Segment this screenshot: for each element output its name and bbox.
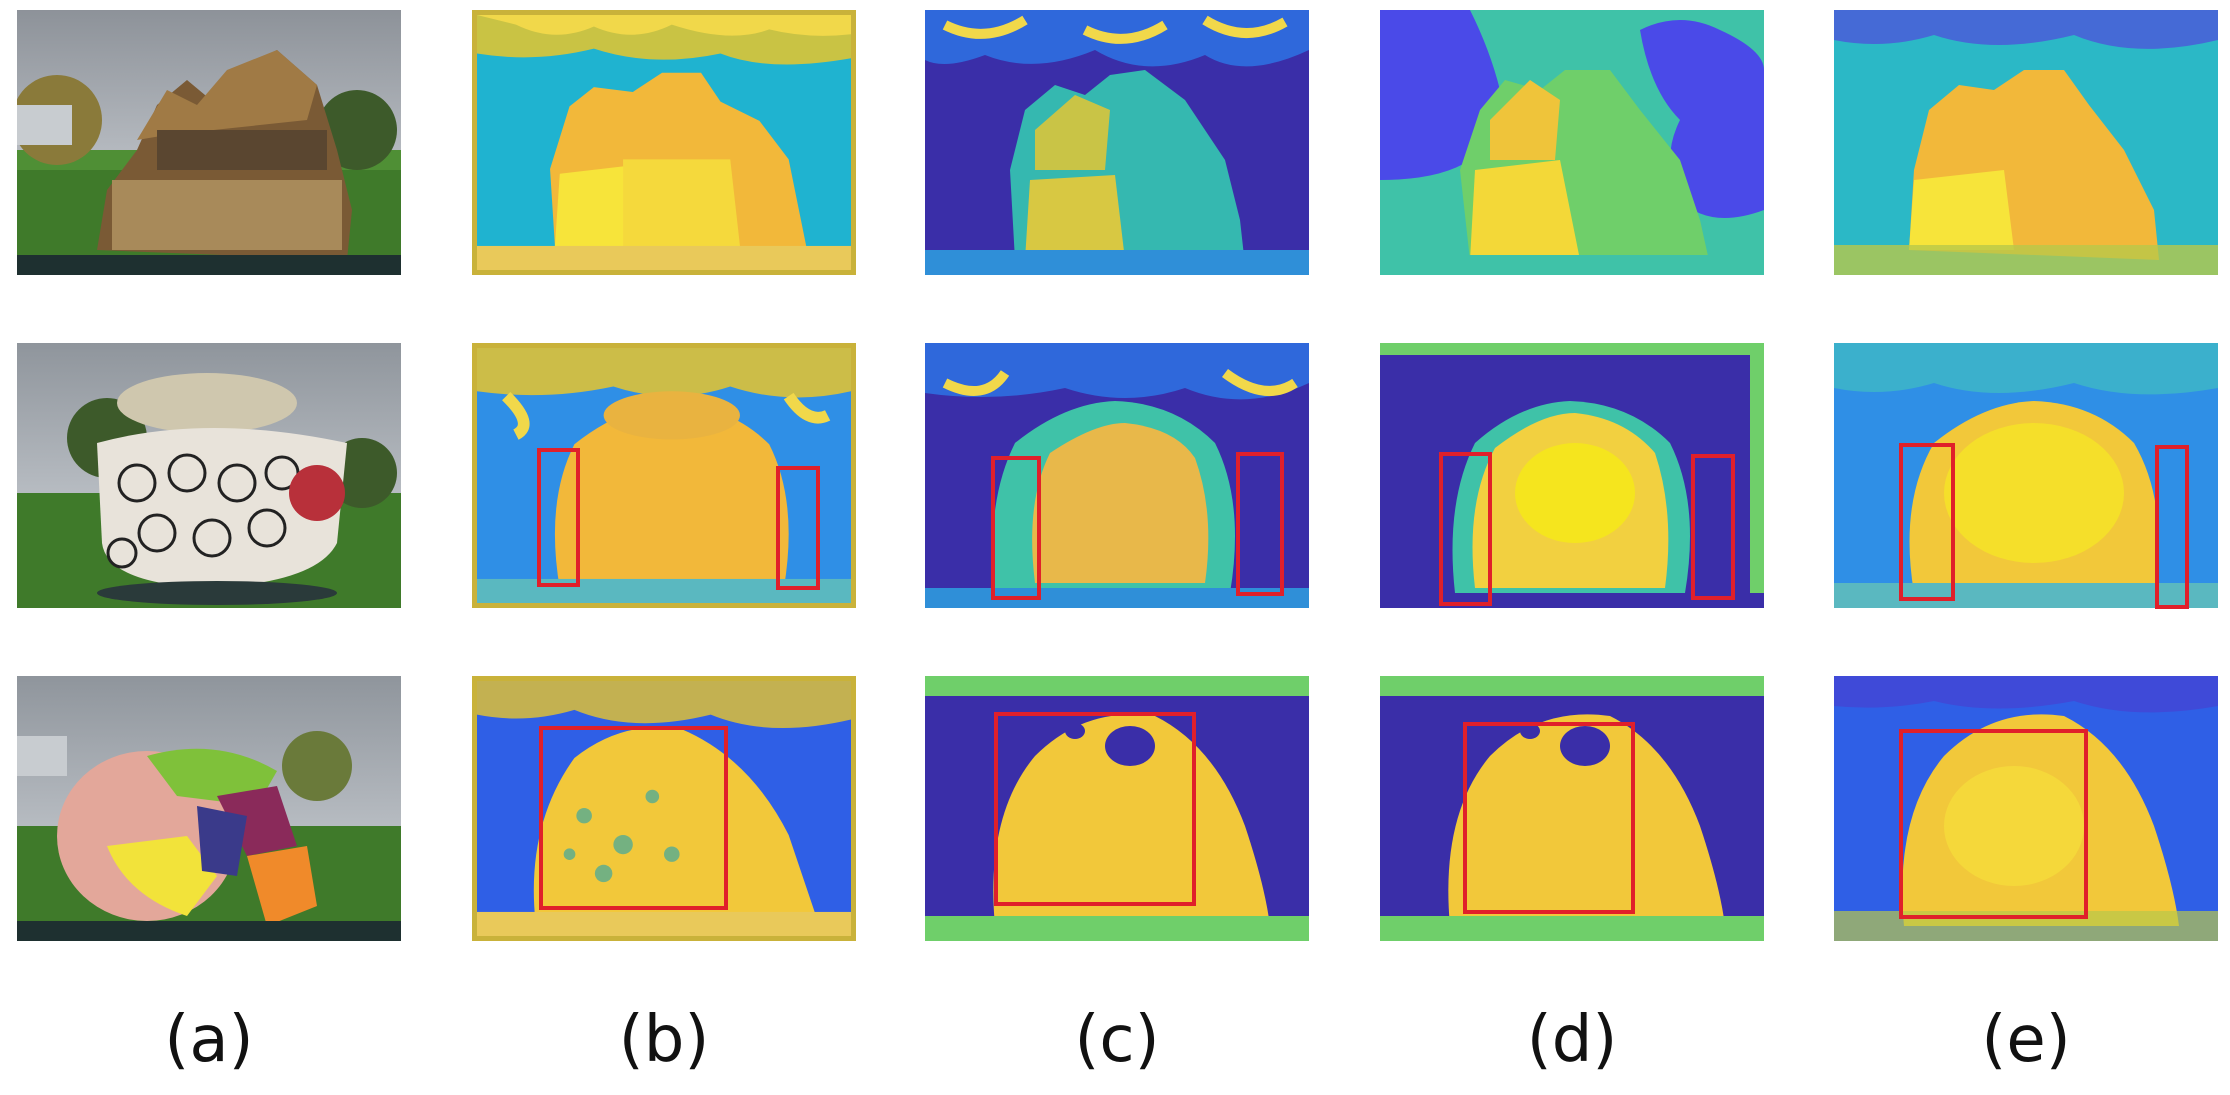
caption-a: (a) [164, 1003, 254, 1077]
depth-map-d-pot [1380, 343, 1764, 608]
depth-map-b-cottage [472, 10, 856, 275]
depth-map-b-pot [472, 343, 856, 608]
photo-cottage [17, 10, 401, 275]
depth-map-e-pot [1834, 343, 2218, 608]
depth-map-b-skull [472, 676, 856, 941]
depth-map-c-pot [925, 343, 1309, 608]
caption-e: (e) [1981, 1003, 2071, 1077]
depth-map-e-cottage [1834, 10, 2218, 275]
depth-map-e-skull [1834, 676, 2218, 941]
photo-pot [17, 343, 401, 608]
depth-map-d-skull [1380, 676, 1764, 941]
photo-skull [17, 676, 401, 941]
caption-b: (b) [618, 1003, 710, 1077]
depth-map-d-cottage [1380, 10, 1764, 275]
caption-d: (d) [1526, 1003, 1618, 1077]
depth-map-c-cottage [925, 10, 1309, 275]
caption-c: (c) [1074, 1003, 1160, 1077]
depth-map-c-skull [925, 676, 1309, 941]
